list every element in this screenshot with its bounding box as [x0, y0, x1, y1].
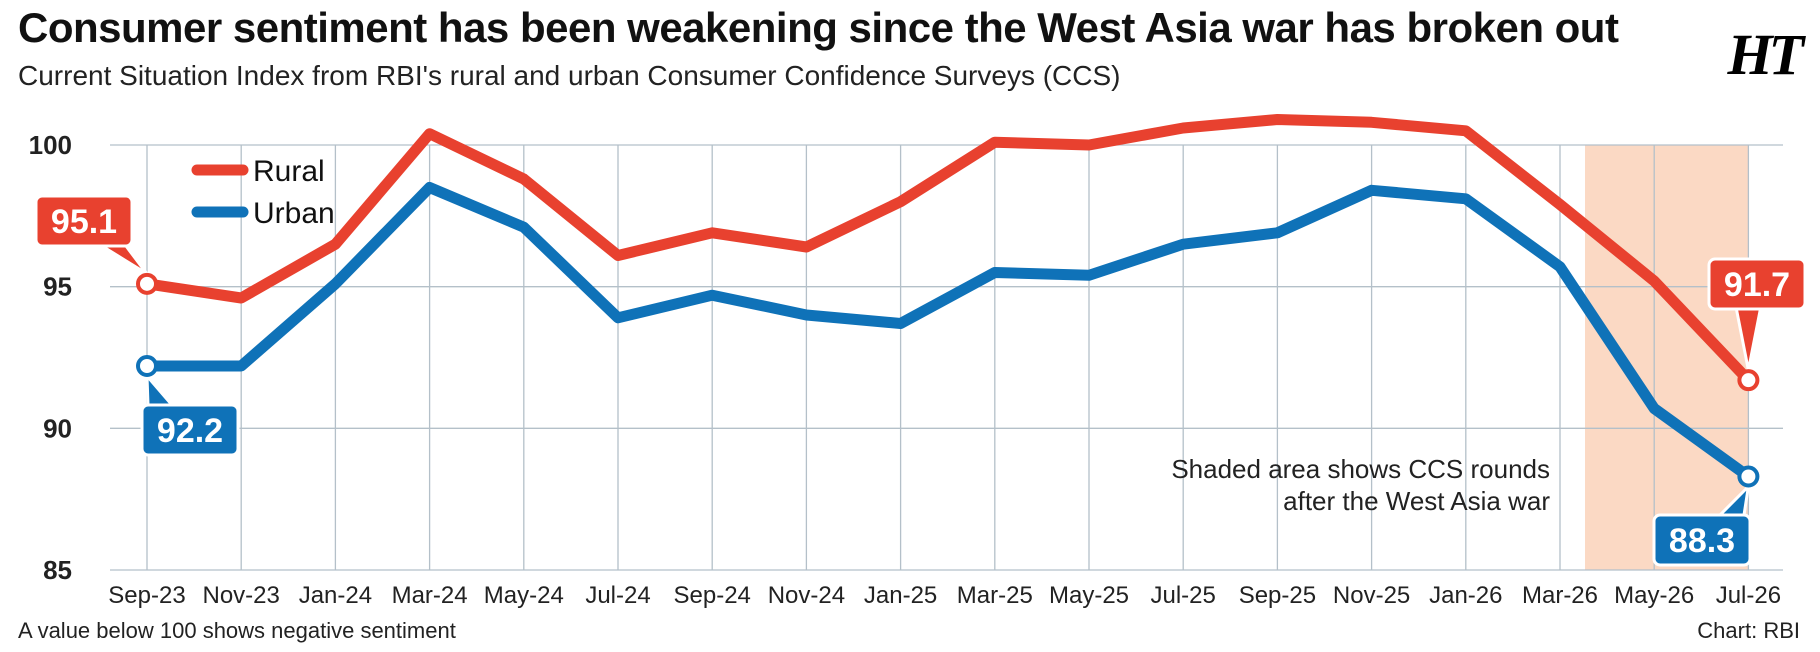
callout-pointer-cover [145, 413, 225, 445]
callout-value: 91.7 [1724, 266, 1790, 304]
x-tick-label: Sep-23 [108, 582, 185, 609]
x-tick-label: Mar-25 [957, 582, 1033, 609]
series-line-rural [146, 114, 1753, 384]
series-line-urban [147, 182, 1752, 481]
y-tick-label: 100 [29, 130, 72, 160]
callout-urban-sep-23: 92.2 [136, 355, 240, 457]
x-tick-label: Jan-24 [299, 582, 372, 609]
callout-pointer [145, 374, 174, 407]
x-tick-label: Mar-26 [1522, 582, 1598, 609]
chart-title: Consumer sentiment has been weakening si… [18, 4, 1619, 51]
x-tick-label: Sep-24 [674, 582, 751, 609]
legend-label-rural: Rural [253, 155, 325, 188]
x-tick-label: Mar-24 [392, 582, 468, 609]
y-tick-label: 85 [43, 555, 72, 585]
callout-urban-jul-26: 88.3 [1652, 465, 1760, 567]
source-credit: Chart: RBI [1697, 618, 1800, 643]
callout-value: 95.1 [51, 203, 117, 241]
callout-pointer-cover [1657, 523, 1737, 555]
callout-rural-jul-26: 91.7 [1707, 257, 1807, 392]
ht-logo: HT [1727, 22, 1804, 87]
y-tick-label: 90 [43, 413, 72, 443]
endpoint-marker [1737, 465, 1760, 488]
y-tick-label: 95 [43, 272, 72, 302]
shaded-note-line: after the West Asia war [1283, 486, 1550, 516]
x-tick-label: Jul-25 [1151, 582, 1216, 609]
legend-label-urban: Urban [253, 197, 335, 230]
x-tick-label: May-24 [484, 582, 564, 609]
callout-pointer-cover [39, 204, 119, 236]
chart-subtitle: Current Situation Index from RBI's rural… [18, 60, 1121, 91]
endpoint-marker [1737, 369, 1760, 392]
footnote: A value below 100 shows negative sentime… [18, 618, 456, 643]
x-tick-label: Jul-26 [1716, 582, 1781, 609]
x-tick-label: Nov-23 [203, 582, 280, 609]
callout-pointer [100, 244, 149, 276]
x-tick-label: Jan-25 [864, 582, 937, 609]
x-tick-label: Nov-24 [768, 582, 845, 609]
callout-rural-sep-23: 95.1 [34, 194, 158, 295]
callout-pointer-cover [1712, 267, 1792, 299]
x-tick-label: Nov-25 [1333, 582, 1410, 609]
endpoint-marker [136, 272, 158, 295]
callout-value: 92.2 [157, 412, 223, 450]
x-tick-label: Jan-26 [1429, 582, 1502, 609]
x-tick-label: May-25 [1049, 582, 1129, 609]
shaded-note-line: Shaded area shows CCS rounds [1171, 454, 1550, 484]
x-tick-label: May-26 [1614, 582, 1694, 609]
endpoint-marker [136, 355, 158, 377]
x-tick-label: Jul-24 [585, 582, 650, 609]
callout-value: 88.3 [1669, 522, 1735, 560]
x-tick-label: Sep-25 [1239, 582, 1316, 609]
